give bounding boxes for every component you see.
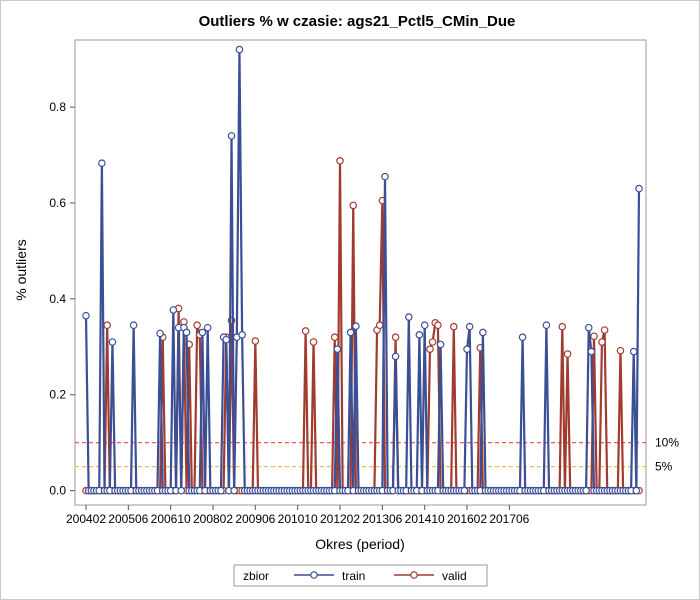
x-tick-label: 201010 bbox=[278, 512, 318, 526]
data-point-valid bbox=[428, 338, 437, 346]
data-point-valid bbox=[330, 333, 339, 342]
y-axis-label: % outliers bbox=[13, 239, 29, 300]
data-point-train bbox=[518, 333, 527, 342]
y-tick-label: 0.2 bbox=[49, 388, 66, 402]
data-point-valid bbox=[449, 322, 458, 331]
data-point-train bbox=[238, 331, 246, 339]
data-point-train bbox=[198, 328, 207, 337]
series-line-train bbox=[84, 48, 641, 492]
data-point-train bbox=[415, 331, 424, 339]
data-point-valid bbox=[193, 321, 201, 330]
data-point-train bbox=[156, 329, 164, 338]
x-axis-label: Okres (period) bbox=[315, 536, 404, 552]
data-point-valid bbox=[426, 345, 434, 354]
data-point-valid bbox=[103, 321, 111, 330]
data-point-train bbox=[222, 335, 231, 344]
data-point-train bbox=[465, 322, 474, 331]
legend-title: zbior bbox=[243, 569, 269, 583]
x-tick-label: 200802 bbox=[193, 512, 233, 526]
x-tick-label: 201410 bbox=[405, 512, 445, 526]
data-point-train bbox=[629, 347, 638, 356]
reference-line-label: 10% bbox=[655, 436, 679, 450]
data-point-valid bbox=[434, 321, 442, 330]
data-point-valid bbox=[598, 338, 606, 346]
y-axis: 0.0 0.2 0.4 0.6 0.8 bbox=[49, 100, 75, 498]
y-tick-label: 0.4 bbox=[49, 292, 66, 306]
data-point-train bbox=[346, 328, 355, 337]
data-point-valid bbox=[590, 332, 598, 341]
data-point-train bbox=[635, 184, 643, 193]
legend: zbior train valid bbox=[233, 564, 488, 587]
data-point-train bbox=[584, 323, 593, 332]
data-point-valid bbox=[309, 338, 318, 346]
data-point-train bbox=[436, 340, 445, 349]
data-point-train bbox=[542, 321, 551, 330]
x-tick-label: 200506 bbox=[108, 512, 148, 526]
data-point-train bbox=[352, 322, 360, 330]
x-axis: 200402 200506 200610 200802 200906 201010 2012… bbox=[66, 505, 530, 526]
x-tick-label: 200906 bbox=[235, 512, 275, 526]
data-point-train bbox=[381, 172, 389, 181]
data-point-train bbox=[182, 328, 191, 337]
data-point-valid bbox=[391, 333, 400, 342]
data-point-train bbox=[420, 321, 429, 330]
data-point-valid bbox=[558, 322, 567, 331]
x-tick-label: 201602 bbox=[447, 512, 487, 526]
x-tick-label: 201202 bbox=[320, 512, 360, 526]
reference-lines: 10% 5% bbox=[75, 436, 679, 474]
legend-marker-train bbox=[310, 571, 318, 579]
legend-marker-valid bbox=[410, 571, 418, 579]
legend-items: train valid bbox=[294, 569, 467, 583]
legend-label-valid: valid bbox=[442, 569, 467, 583]
data-point-train bbox=[227, 132, 236, 140]
data-point-valid bbox=[563, 350, 572, 358]
legend-box bbox=[233, 564, 488, 587]
x-tick-label: 201706 bbox=[489, 512, 529, 526]
data-point-train bbox=[460, 486, 469, 495]
data-point-train bbox=[230, 486, 238, 495]
y-tick-label: 0.8 bbox=[49, 100, 66, 114]
y-tick-label: 0.0 bbox=[49, 484, 66, 498]
data-point-train bbox=[333, 345, 342, 354]
series-line-valid bbox=[86, 159, 639, 492]
plot-area bbox=[74, 39, 647, 506]
data-point-valid bbox=[600, 326, 609, 334]
x-tick-label: 201306 bbox=[362, 512, 402, 526]
series-layer bbox=[82, 45, 643, 495]
reference-line-label: 5% bbox=[655, 460, 673, 474]
data-point-train bbox=[463, 345, 471, 354]
data-point-valid bbox=[301, 327, 310, 335]
data-point-train bbox=[405, 313, 413, 321]
data-point-train bbox=[391, 352, 400, 361]
x-tick-label: 200402 bbox=[66, 512, 106, 526]
data-point-train bbox=[177, 486, 186, 495]
y-tick-label: 0.6 bbox=[49, 196, 66, 210]
data-point-train bbox=[98, 159, 106, 168]
series-train bbox=[82, 45, 643, 495]
data-point-train bbox=[582, 486, 590, 495]
data-point-train bbox=[217, 486, 225, 495]
chart-title: Outliers % w czasie: ags21_Pctl5_CMin_Du… bbox=[199, 13, 516, 30]
legend-label-train: train bbox=[342, 569, 365, 583]
data-point-train bbox=[587, 347, 596, 356]
series-valid bbox=[82, 157, 643, 495]
data-point-valid bbox=[349, 201, 358, 210]
data-point-train bbox=[82, 311, 90, 320]
data-point-train bbox=[632, 486, 641, 495]
data-point-train bbox=[169, 306, 178, 314]
data-point-valid bbox=[616, 346, 625, 355]
data-point-train bbox=[129, 321, 138, 330]
data-point-valid bbox=[251, 337, 260, 345]
x-tick-label: 200610 bbox=[151, 512, 191, 526]
data-point-valid bbox=[336, 157, 344, 165]
data-point-valid bbox=[375, 321, 384, 330]
data-point-train bbox=[235, 45, 244, 54]
data-point-train bbox=[203, 323, 212, 332]
data-point-train bbox=[108, 338, 117, 346]
data-point-train bbox=[479, 328, 487, 337]
